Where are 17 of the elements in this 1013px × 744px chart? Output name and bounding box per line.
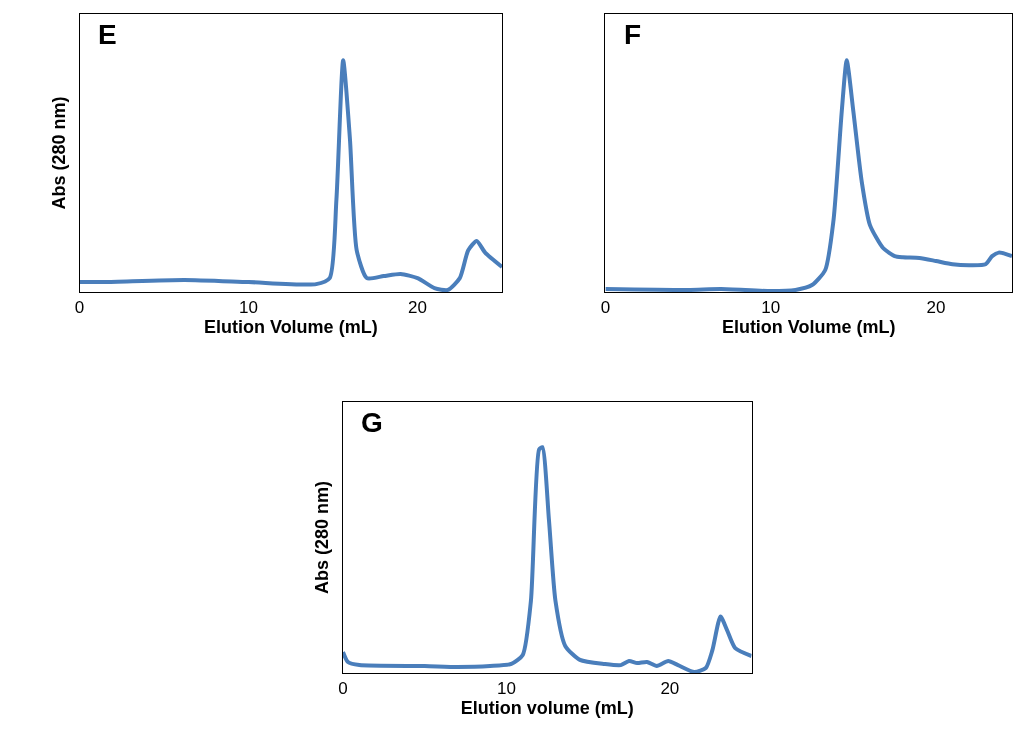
x-tick-label: 0 [74, 298, 85, 318]
x-tick-label: 0 [338, 679, 348, 699]
x-tick-label: 10 [761, 298, 781, 318]
y-axis-title: Abs (280 nm) [48, 96, 69, 210]
x-axis-title: Elution Volume (mL) [721, 317, 896, 338]
x-axis-title: Elution volume (mL) [460, 698, 634, 719]
text: G [361, 407, 383, 438]
x-tick-label: 20 [660, 679, 680, 699]
x-axis-title: Elution Volume (mL) [203, 317, 378, 338]
x-tick-label: 20 [408, 298, 428, 318]
x-tick-label: 10 [496, 679, 516, 699]
text: E [98, 19, 117, 50]
x-tick-label: 0 [600, 298, 611, 318]
y-axis-title: Abs (280 nm) [312, 480, 333, 595]
text: F [624, 19, 642, 50]
x-tick-label: 10 [239, 298, 259, 318]
x-tick-label: 20 [926, 298, 946, 318]
